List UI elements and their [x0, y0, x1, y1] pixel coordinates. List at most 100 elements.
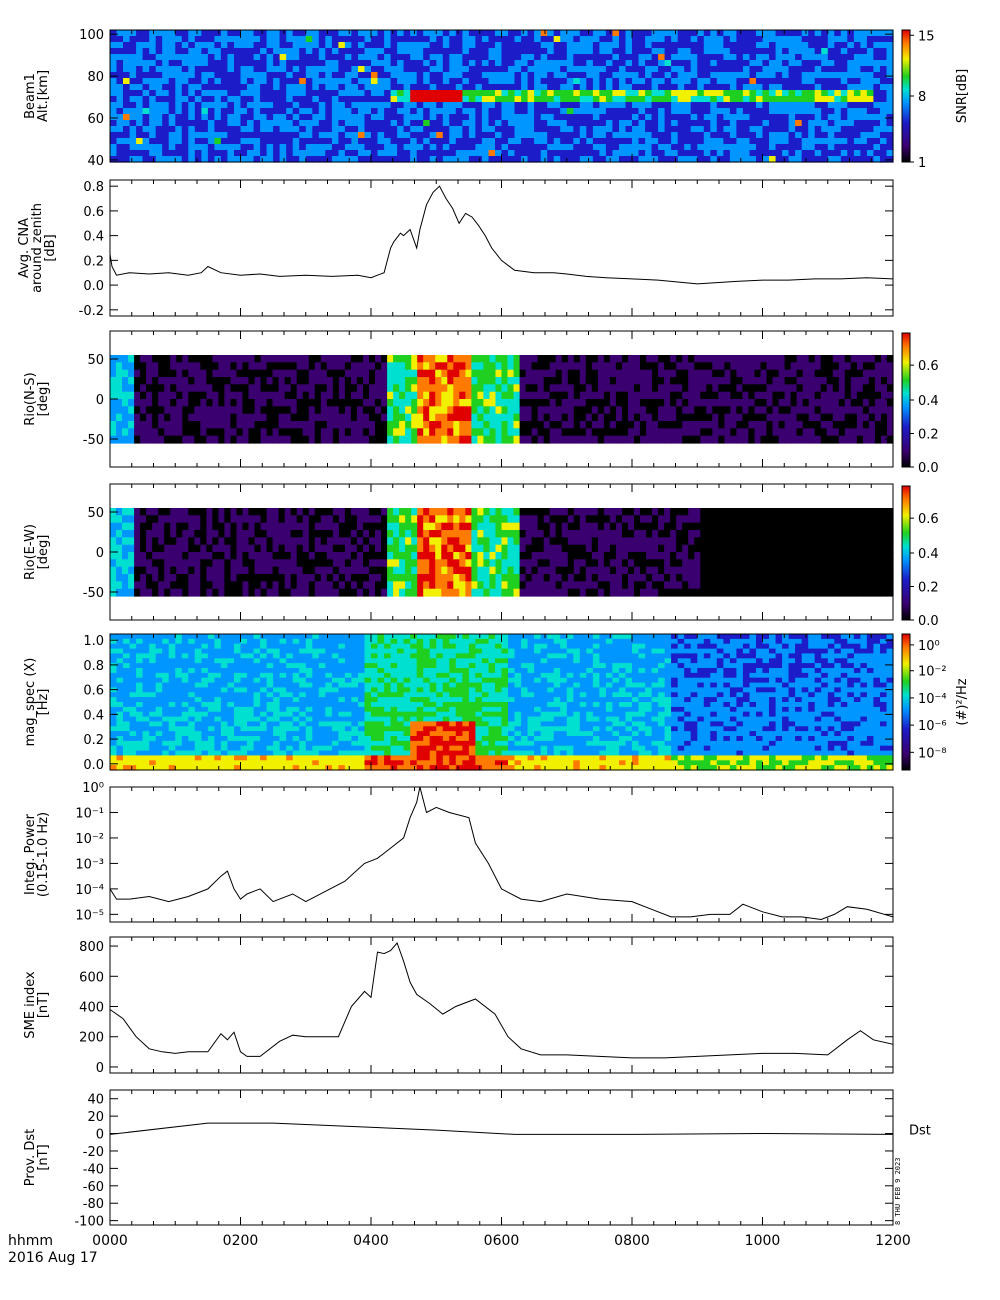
- heatmap-cell: [866, 144, 874, 151]
- heatmap-cell: [331, 102, 339, 109]
- heatmap-cell: [194, 413, 201, 422]
- heatmap-cell: [403, 126, 411, 133]
- heatmap-cell: [775, 108, 783, 115]
- heatmap-cell: [200, 530, 207, 538]
- heatmap-cell: [638, 144, 646, 151]
- heatmap-cell: [605, 96, 613, 103]
- heatmap-cell: [441, 428, 448, 437]
- heatmap-cell: [821, 36, 829, 43]
- heatmap-cell: [302, 384, 310, 393]
- heatmap-cell: [308, 391, 316, 400]
- heatmap-cell: [194, 114, 202, 121]
- heatmap-cell: [508, 72, 516, 79]
- heatmap-cell: [123, 48, 131, 55]
- heatmap-cell: [459, 384, 466, 393]
- heatmap-cell: [501, 96, 509, 103]
- heatmap-cell: [483, 369, 490, 378]
- heatmap-cell: [338, 362, 346, 371]
- heatmap-cell: [403, 78, 411, 85]
- heatmap-cell: [801, 96, 809, 103]
- heatmap-cell: [411, 384, 418, 393]
- heatmap-cell: [860, 48, 868, 55]
- heatmap-cell: [212, 377, 219, 385]
- heatmap-cell: [784, 421, 792, 429]
- heatmap-cell: [796, 377, 804, 385]
- heatmap-cell: [736, 132, 744, 139]
- heatmap-cell: [344, 537, 352, 546]
- heatmap-cell: [128, 355, 135, 363]
- heatmap-cell: [677, 54, 685, 61]
- heatmap-cell: [844, 377, 852, 385]
- heatmap-cell: [423, 90, 431, 97]
- heatmap-cell: [375, 355, 382, 363]
- heatmap-cell: [537, 406, 545, 415]
- heatmap-cell: [369, 399, 376, 407]
- heatmap-cell: [331, 36, 339, 43]
- heatmap-cell: [146, 508, 153, 516]
- heatmap-cell: [866, 108, 874, 115]
- heatmap-cell: [534, 150, 542, 157]
- heatmap-cell: [862, 421, 870, 429]
- heatmap-cell: [599, 120, 607, 127]
- heatmap-cell: [868, 391, 876, 400]
- heatmap-cell: [769, 78, 777, 85]
- heatmap-cell: [873, 108, 881, 115]
- heatmap-cell: [447, 421, 454, 429]
- heatmap-cell: [671, 120, 679, 127]
- heatmap-cell: [664, 132, 672, 139]
- heatmap-cell: [390, 120, 398, 127]
- heatmap-cell: [338, 530, 346, 538]
- heatmap-cell: [254, 559, 262, 568]
- heatmap-cell: [338, 544, 346, 553]
- heatmap-cell: [664, 406, 671, 415]
- heatmap-cell: [129, 78, 137, 85]
- heatmap-cell: [155, 66, 163, 73]
- heatmap-cell: [501, 42, 509, 49]
- heatmap-cell: [567, 391, 575, 400]
- heatmap-cell: [377, 156, 385, 163]
- heatmap-cell: [129, 42, 137, 49]
- heatmap-cell: [795, 60, 803, 67]
- heatmap-cell: [332, 566, 340, 575]
- heatmap-cell: [176, 552, 183, 560]
- heatmap-cell: [537, 377, 545, 385]
- heatmap-cell: [182, 559, 189, 568]
- heatmap-cell: [886, 132, 894, 139]
- heatmap-cell: [784, 406, 792, 415]
- heatmap-cell: [508, 150, 516, 157]
- heatmap-cell: [411, 428, 418, 437]
- heatmap-cell: [488, 126, 496, 133]
- heatmap-cell: [560, 156, 568, 163]
- heatmap-cell: [318, 120, 326, 127]
- heatmap-cell: [729, 120, 737, 127]
- heatmap-cell: [527, 96, 535, 103]
- heatmap-cell: [122, 428, 129, 437]
- heatmap-cell: [188, 588, 195, 597]
- heatmap-cell: [384, 126, 392, 133]
- heatmap-cell: [284, 559, 292, 568]
- heatmap-cell: [299, 30, 307, 37]
- heatmap-cell: [358, 132, 366, 139]
- heatmap-cell: [212, 537, 219, 546]
- heatmap-cell: [586, 156, 594, 163]
- heatmap-cell: [200, 428, 207, 437]
- heatmap-cell: [182, 355, 189, 363]
- heatmap-cell: [399, 384, 406, 393]
- heatmap-cell: [403, 120, 411, 127]
- heatmap-cell: [756, 72, 764, 79]
- heatmap-cell: [801, 60, 809, 67]
- heatmap-cell: [573, 66, 581, 73]
- heatmap-cell: [318, 126, 326, 133]
- heatmap-cell: [110, 132, 118, 139]
- heatmap-cell: [881, 369, 888, 378]
- heatmap-cell: [441, 377, 448, 385]
- heatmap-cell: [188, 435, 195, 444]
- heatmap-cell: [331, 78, 339, 85]
- heatmap-cell: [207, 72, 215, 79]
- heatmap-cell: [266, 90, 274, 97]
- heatmap-cell: [795, 156, 803, 163]
- heatmap-cell: [272, 377, 280, 385]
- heatmap-cell: [537, 369, 545, 378]
- heatmap-cell: [566, 84, 574, 91]
